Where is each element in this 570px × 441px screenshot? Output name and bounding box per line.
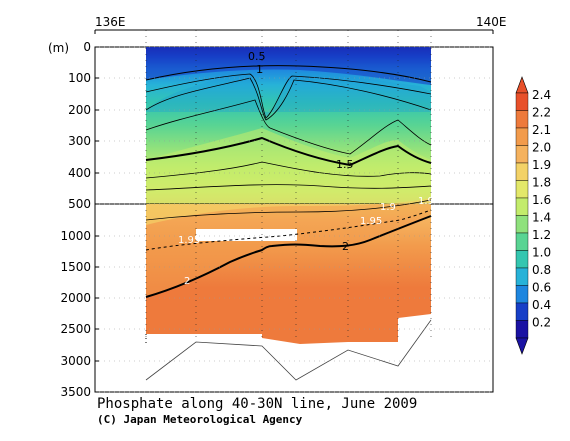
y-tick-label-200: 200 bbox=[68, 103, 91, 117]
missing-data-strip bbox=[196, 229, 297, 241]
lower-mid-band bbox=[146, 204, 431, 297]
colorbar-segment-10 bbox=[515, 267, 529, 286]
y-tick-label-2500: 2500 bbox=[60, 322, 91, 336]
y-tick-label-400: 400 bbox=[68, 166, 91, 180]
colorbar: 2.4 2.2 2.1 2.0 1.9 1.8 1.6 1.4 1.2 1.0 0.8 0.6 0.4 0… bbox=[515, 76, 551, 355]
contour-line-1-9 bbox=[145, 199, 432, 221]
colorbar-label-2.1: 2.1 bbox=[532, 123, 551, 137]
y-tick-label-3000: 3000 bbox=[60, 354, 91, 368]
colorbar-label-2.0: 2.0 bbox=[532, 141, 551, 155]
y-unit-label: (m) bbox=[48, 41, 69, 55]
y-tick-label-1500: 1500 bbox=[60, 260, 91, 274]
bathymetry-line bbox=[145, 319, 432, 381]
colorbar-label-2.4: 2.4 bbox=[532, 88, 551, 102]
colorbar-label-1.8: 1.8 bbox=[532, 176, 551, 190]
contour-line-4 bbox=[145, 161, 432, 179]
colorbar-label-0.8: 0.8 bbox=[532, 263, 551, 277]
colorbar-label-0.6: 0.6 bbox=[532, 281, 551, 295]
contour-label-1-9-a: 1.9 bbox=[380, 202, 396, 213]
colorbar-segment-8 bbox=[515, 232, 529, 251]
colorbar-segment-9 bbox=[515, 250, 529, 269]
contour-label-1-95-a: 1.95 bbox=[360, 216, 382, 227]
colorbar-label-1.6: 1.6 bbox=[532, 193, 551, 207]
y-tick-label-300: 300 bbox=[68, 134, 91, 148]
colorbar-segment-12 bbox=[515, 302, 529, 321]
contour-line-5 bbox=[145, 184, 432, 191]
colorbar-label-2.2: 2.2 bbox=[532, 106, 551, 120]
contour-label-1-5: 1.5 bbox=[336, 158, 354, 171]
upper-section: 0.5 1 1.5 bbox=[145, 47, 432, 204]
colorbar-segment-5 bbox=[515, 180, 529, 199]
top-axis-label-left: 136E bbox=[95, 15, 126, 29]
colorbar-label-1.4: 1.4 bbox=[532, 211, 551, 225]
contour-line-2 bbox=[145, 77, 432, 121]
colorbar-label-1.2: 1.2 bbox=[532, 228, 551, 242]
y-tick-label-3500: 3500 bbox=[60, 385, 91, 399]
colorbar-top-arrow bbox=[515, 76, 529, 94]
contour-label-1-9-b: 1.9 bbox=[418, 196, 434, 207]
lower-top-band bbox=[146, 198, 431, 225]
y-tick-label-0: 0 bbox=[83, 40, 91, 54]
y-tick-label-1000: 1000 bbox=[60, 229, 91, 243]
contour-label-0-5: 0.5 bbox=[248, 50, 266, 63]
colorbar-segment-2 bbox=[515, 127, 529, 146]
chart-title: Phosphate along 40-30N line, June 2009 bbox=[97, 396, 418, 412]
contour-label-2-b: 2 bbox=[184, 276, 190, 287]
colorbar-label-0.4: 0.4 bbox=[532, 298, 551, 312]
contour-label-2-a: 2 bbox=[342, 240, 349, 253]
y-tick-label-100: 100 bbox=[68, 71, 91, 85]
colorbar-segment-13 bbox=[515, 320, 529, 339]
y-axis-ticks: 0 100 200 300 400 500 1000 1500 2000 2500 3000 3500 bbox=[60, 40, 493, 399]
contour-line-1 bbox=[145, 73, 432, 119]
contour-line-1-5 bbox=[145, 136, 432, 167]
upper-lime-band bbox=[146, 128, 431, 204]
top-axis-label-right: 140E bbox=[476, 15, 507, 29]
colorbar-segment-6 bbox=[515, 197, 529, 216]
y-tick-label-500: 500 bbox=[68, 197, 91, 211]
contour-line-0 bbox=[145, 65, 432, 83]
contour-line-2-0 bbox=[145, 215, 432, 298]
colorbar-label-0.2: 0.2 bbox=[532, 316, 551, 330]
contour-label-1: 1 bbox=[256, 63, 263, 76]
colorbar-segment-0 bbox=[515, 92, 529, 111]
colorbar-bottom-arrow bbox=[515, 337, 529, 355]
contour-line-1-95 bbox=[145, 209, 432, 251]
colorbar-label-1.0: 1.0 bbox=[532, 246, 551, 260]
colorbar-segment-1 bbox=[515, 110, 529, 129]
colorbar-segment-3 bbox=[515, 145, 529, 164]
station-lines bbox=[145, 30, 432, 340]
colorbar-segment-11 bbox=[515, 285, 529, 304]
y-tick-label-2000: 2000 bbox=[60, 291, 91, 305]
contour-label-1-95-b: 1.95 bbox=[178, 235, 200, 246]
lower-section: 1.9 1.9 1.95 1.95 2 2 bbox=[145, 196, 434, 381]
chart-credit: (C) Japan Meteorological Agency bbox=[97, 413, 303, 426]
colorbar-segment-7 bbox=[515, 215, 529, 234]
colorbar-segment-4 bbox=[515, 162, 529, 181]
colorbar-label-1.9: 1.9 bbox=[532, 158, 551, 172]
